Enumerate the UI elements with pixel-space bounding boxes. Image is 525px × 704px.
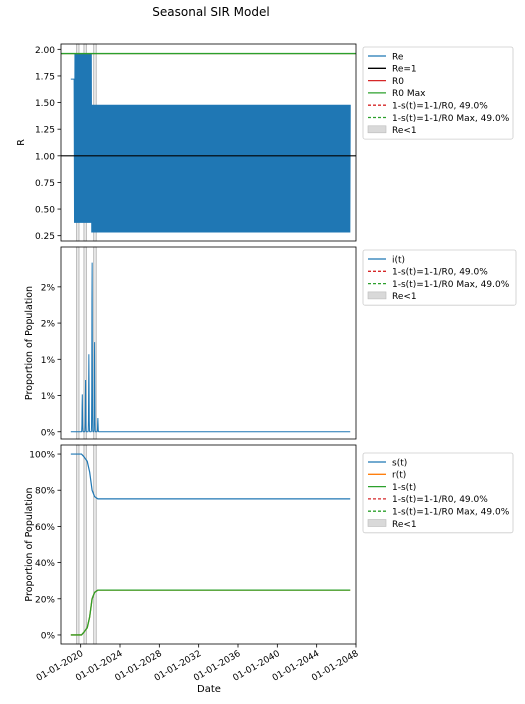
y-tick-label: 0.25	[35, 232, 55, 242]
y-axis-label: R	[16, 139, 27, 146]
series-re-line	[70, 53, 351, 233]
panel-3: 0% 20% 40% 60% 80% 100% Proportion of Populati…	[24, 444, 514, 645]
x-axis-label: Date	[197, 684, 221, 695]
y-axis-label: Proportion of Population	[24, 286, 35, 400]
legend-label: Re=1	[392, 65, 417, 75]
series-i-line	[70, 262, 351, 433]
legend-swatch	[367, 291, 387, 300]
y-tick-label: 2%	[41, 320, 56, 330]
legend-label: r(t)	[392, 471, 406, 481]
figure-title: Seasonal SIR Model	[152, 5, 269, 19]
legend-label: Re	[392, 52, 404, 62]
legend-label: Re<1	[392, 126, 417, 136]
legend-label: 1-s(t)=1-1/R0, 49.0%	[392, 268, 488, 278]
legend: Re Re=1 R0 R0 Max 1-s(t)=1-1/R0, 49.0% 1-s(t)…	[362, 46, 514, 140]
legend-label: R0	[392, 77, 404, 87]
legend-box	[362, 452, 514, 534]
panel-2: 0% 1% 1% 2% 2% Proportion of Population i(t) 1-…	[24, 246, 517, 440]
legend-label: i(t)	[392, 255, 405, 265]
re-lt1-band	[76, 444, 80, 645]
series-s-line	[70, 453, 351, 500]
legend-swatch	[367, 519, 387, 527]
legend-box	[362, 46, 514, 140]
legend-label: 1-s(t)=1-1/R0, 49.0%	[392, 495, 488, 505]
y-axis-label: Proportion of Population	[24, 487, 35, 601]
y-tick-label: 40%	[35, 559, 55, 569]
re-lt1-band	[93, 444, 97, 645]
y-tick-label: 60%	[35, 523, 55, 533]
shared-x-axis: 01-01-202001-01-202401-01-202801-01-2032…	[35, 644, 361, 684]
panels: 0.250.500.751.001.251.501.752.00RReRe=1R…	[16, 43, 517, 645]
legend-label: Re<1	[392, 292, 417, 302]
plot-frame	[60, 43, 357, 242]
re-lt1-band	[76, 246, 80, 440]
y-tick-label: 2%	[41, 283, 56, 293]
legend-label: 1-s(t)=1-1/R0 Max, 49.0%	[392, 280, 510, 290]
legend-box	[362, 249, 517, 306]
y-tick-label: 1.25	[35, 126, 55, 136]
legend: s(t) r(t) 1-s(t) 1-s(t)=1-1/R0, 49.0% 1-s(t)…	[362, 452, 514, 534]
legend: i(t) 1-s(t)=1-1/R0, 49.0% 1-s(t)=1-1/R0 Ma…	[362, 249, 517, 306]
legend-label: Re<1	[392, 520, 417, 530]
y-tick-label: 1.50	[35, 99, 55, 109]
y-tick-label: 0.75	[35, 179, 55, 189]
y-tick-label: 1.00	[35, 152, 55, 162]
plot-frame	[60, 246, 357, 440]
legend-label: s(t)	[392, 458, 407, 468]
y-tick-label: 1%	[41, 392, 56, 402]
plot-frame	[60, 444, 357, 645]
y-tick-label: 80%	[35, 487, 55, 497]
series-r-line	[70, 589, 351, 636]
y-tick-label: 0%	[41, 428, 56, 438]
y-tick-label: 100%	[29, 451, 55, 461]
panel-1: 0.250.500.751.001.251.501.752.00RReRe=1R…	[16, 43, 514, 242]
legend-label: 1-s(t)=1-1/R0 Max, 49.0%	[392, 114, 510, 124]
re-lt1-band	[83, 444, 87, 645]
y-tick-label: 2.00	[35, 46, 55, 56]
series-1-minus-s-line	[70, 589, 351, 636]
legend-label: 1-s(t)=1-1/R0 Max, 49.0%	[392, 508, 510, 518]
legend-label: 1-s(t)=1-1/R0, 49.0%	[392, 102, 488, 112]
legend-label: 1-s(t)	[392, 483, 416, 493]
y-tick-label: 20%	[35, 595, 55, 605]
legend-swatch	[367, 125, 387, 134]
y-tick-label: 0%	[41, 631, 56, 641]
y-tick-label: 1.75	[35, 72, 55, 82]
legend-label: R0 Max	[392, 89, 426, 99]
y-tick-label: 0.50	[35, 206, 55, 216]
y-tick-label: 1%	[41, 356, 56, 366]
